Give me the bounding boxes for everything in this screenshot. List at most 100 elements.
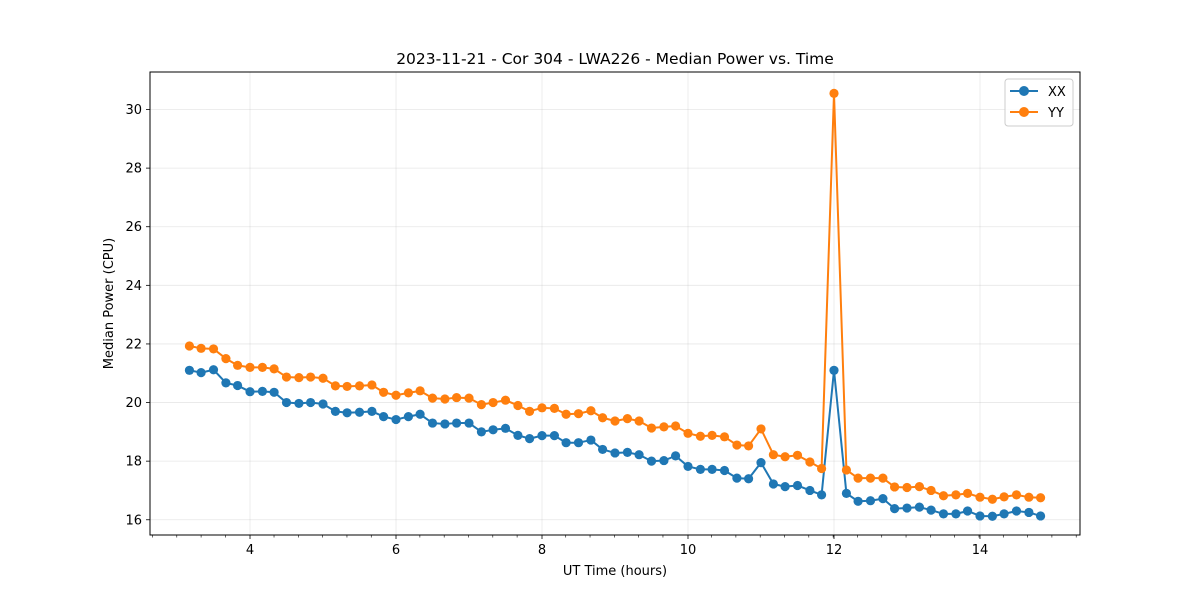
x-tick-label: 6 <box>392 543 400 558</box>
data-point-xx <box>464 418 474 428</box>
data-point-xx <box>500 423 511 433</box>
data-point-xx <box>488 425 498 435</box>
data-point-yy <box>938 491 949 501</box>
data-point-yy <box>378 387 389 397</box>
chart-title: 2023-11-21 - Cor 304 - LWA226 - Median P… <box>396 50 834 68</box>
data-point-yy <box>354 381 365 391</box>
x-tick-label: 8 <box>538 543 546 558</box>
data-point-xx <box>403 412 414 422</box>
data-point-yy <box>610 416 620 426</box>
data-point-yy <box>306 372 316 382</box>
data-point-yy <box>792 450 803 460</box>
data-point-yy <box>951 490 961 500</box>
data-point-xx <box>683 461 693 472</box>
data-point-yy <box>1035 493 1046 503</box>
data-point-xx <box>269 387 279 397</box>
data-point-yy <box>841 465 852 475</box>
data-point-yy <box>975 492 985 502</box>
data-point-yy <box>962 488 973 498</box>
x-tick-label: 10 <box>680 543 697 558</box>
series-layer <box>184 88 1046 521</box>
data-point-xx <box>476 427 487 437</box>
data-point-xx <box>707 464 717 474</box>
data-point-xx <box>524 433 535 444</box>
data-point-xx <box>294 398 304 409</box>
data-point-xx <box>451 418 462 428</box>
data-point-xx <box>245 387 255 397</box>
data-point-xx <box>999 509 1009 519</box>
y-tick-label: 28 <box>125 162 142 177</box>
data-point-xx <box>878 494 888 504</box>
data-point-yy <box>999 492 1009 502</box>
data-point-xx <box>440 419 450 429</box>
data-point-yy <box>257 362 268 372</box>
data-point-yy <box>221 353 231 364</box>
data-point-yy <box>768 450 779 460</box>
data-point-xx <box>634 450 644 460</box>
data-point-xx <box>732 473 742 483</box>
data-point-xx <box>805 485 815 496</box>
data-point-xx <box>610 448 620 458</box>
x-axis-label: UT Time (hours) <box>563 564 667 579</box>
y-tick-label: 26 <box>125 220 142 235</box>
data-point-xx <box>586 435 596 445</box>
data-point-xx <box>902 503 912 513</box>
data-point-yy <box>914 482 925 492</box>
legend-marker-xx <box>1019 86 1029 96</box>
data-point-yy <box>184 341 195 351</box>
x-tick-label: 12 <box>826 543 843 558</box>
data-point-yy <box>732 440 742 450</box>
data-point-xx <box>792 480 803 491</box>
data-point-xx <box>281 397 292 408</box>
data-point-xx <box>938 509 949 519</box>
data-point-xx <box>196 368 206 378</box>
data-point-yy <box>805 457 815 467</box>
axis-ticks: 4 6 8 10 12 14 16 18 20 22 24 26 28 30 <box>125 103 1077 558</box>
data-point-yy <box>488 397 498 408</box>
data-point-yy <box>561 409 571 419</box>
y-tick-label: 24 <box>125 279 142 294</box>
data-point-xx <box>975 511 985 521</box>
data-point-xx <box>306 397 316 408</box>
data-point-yy <box>440 394 450 404</box>
data-point-yy <box>878 473 888 483</box>
data-point-xx <box>318 399 328 409</box>
data-point-xx <box>342 408 352 418</box>
data-point-xx <box>573 438 584 448</box>
data-point-yy <box>1024 492 1034 502</box>
data-point-xx <box>743 474 754 484</box>
data-point-xx <box>670 451 681 461</box>
data-point-xx <box>513 430 523 440</box>
data-point-yy <box>415 386 425 396</box>
data-point-yy <box>549 403 560 414</box>
data-point-yy <box>294 373 304 383</box>
data-point-xx <box>597 444 608 455</box>
data-point-xx <box>378 412 389 422</box>
data-point-yy <box>208 344 219 354</box>
data-point-xx <box>257 386 268 397</box>
data-point-yy <box>451 392 462 403</box>
data-point-yy <box>391 390 401 400</box>
data-point-yy <box>902 482 912 493</box>
data-point-xx <box>768 479 779 489</box>
data-point-xx <box>853 496 863 506</box>
y-tick-label: 20 <box>125 396 142 411</box>
data-point-yy <box>464 393 474 403</box>
data-point-xx <box>184 365 195 375</box>
y-axis-label: Median Power (CPU) <box>102 238 117 369</box>
data-point-xx <box>221 378 231 388</box>
data-point-yy <box>707 430 717 440</box>
legend: XX YY <box>1004 78 1074 127</box>
data-point-yy <box>695 431 706 441</box>
data-point-yy <box>330 381 341 391</box>
data-point-xx <box>756 458 766 468</box>
data-point-yy <box>889 482 900 492</box>
data-point-yy <box>524 406 535 416</box>
data-point-xx <box>962 506 973 516</box>
data-point-xx <box>816 490 827 500</box>
data-point-xx <box>646 456 657 466</box>
plot-frame <box>149 71 1081 536</box>
data-point-yy <box>816 463 827 474</box>
data-point-xx <box>659 455 669 466</box>
